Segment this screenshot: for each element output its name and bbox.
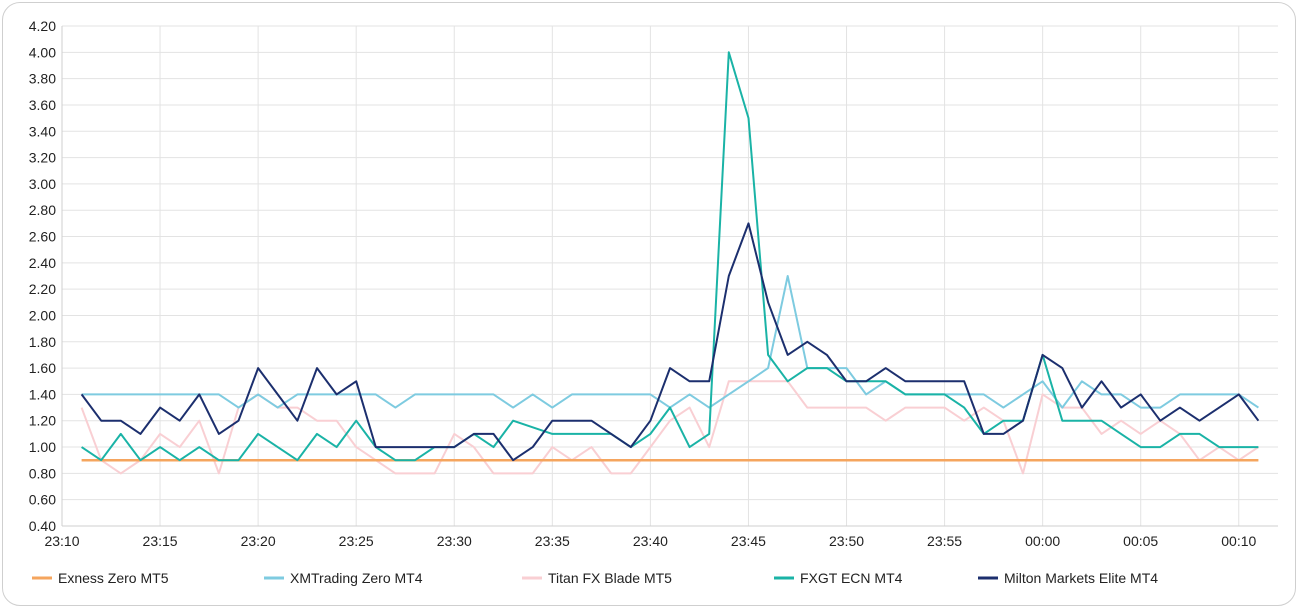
x-tick-label: 23:55 [927, 533, 962, 549]
legend-label-fxgt-ecn-mt4: FXGT ECN MT4 [800, 570, 903, 586]
x-tick-label: 23:10 [44, 533, 79, 549]
y-tick-label: 1.40 [29, 386, 56, 402]
legend-label-titan-fx-blade-mt5: Titan FX Blade MT5 [548, 570, 672, 586]
y-tick-label: 3.40 [29, 123, 56, 139]
y-tick-label: 4.20 [29, 18, 56, 34]
y-tick-label: 4.00 [29, 44, 56, 60]
y-tick-label: 2.60 [29, 229, 56, 245]
y-tick-label: 0.80 [29, 465, 56, 481]
y-tick-label: 1.00 [29, 439, 56, 455]
y-tick-label: 3.60 [29, 97, 56, 113]
x-tick-label: 23:50 [829, 533, 864, 549]
x-tick-label: 23:30 [437, 533, 472, 549]
y-tick-label: 1.20 [29, 413, 56, 429]
x-tick-label: 23:40 [633, 533, 668, 549]
x-tick-label: 23:35 [535, 533, 570, 549]
y-tick-label: 2.20 [29, 281, 56, 297]
series-line-fxgt-ecn-mt4 [81, 51, 1259, 462]
x-tick-label: 23:25 [339, 533, 374, 549]
legend-label-milton-markets-elite-mt4: Milton Markets Elite MT4 [1004, 570, 1158, 586]
x-tick-label: 23:20 [241, 533, 276, 549]
y-tick-label: 3.00 [29, 176, 56, 192]
y-tick-label: 0.40 [29, 518, 56, 534]
series-line-milton-markets-elite-mt4 [80, 222, 1260, 462]
y-tick-label: 2.40 [29, 255, 56, 271]
y-tick-label: 1.60 [29, 360, 56, 376]
x-tick-label: 00:00 [1025, 533, 1060, 549]
y-tick-label: 3.80 [29, 71, 56, 87]
x-tick-label: 23:45 [731, 533, 766, 549]
y-tick-label: 3.20 [29, 150, 56, 166]
y-tick-label: 2.00 [29, 307, 56, 323]
x-tick-label: 00:05 [1123, 533, 1158, 549]
legend-label-exness-zero-mt5: Exness Zero MT5 [58, 570, 169, 586]
x-tick-label: 00:10 [1221, 533, 1256, 549]
y-tick-label: 2.80 [29, 202, 56, 218]
legend-label-xmtrading-zero-mt4: XMTrading Zero MT4 [290, 570, 423, 586]
x-tick-label: 23:15 [143, 533, 178, 549]
y-tick-label: 0.60 [29, 492, 56, 508]
y-tick-label: 1.80 [29, 334, 56, 350]
